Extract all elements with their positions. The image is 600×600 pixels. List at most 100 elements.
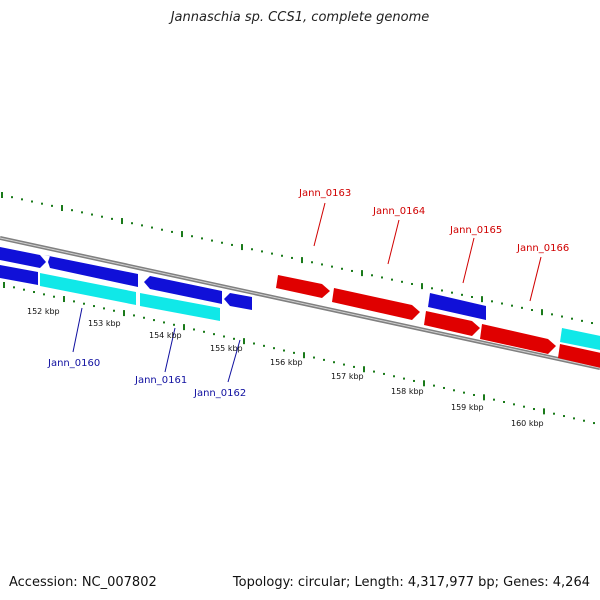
genome-backbone [0,236,600,370]
upper-tick-mark [11,196,13,199]
lower-tick-mark [163,321,165,324]
scale-labels: 152 kbp 153 kbp 154 kbp 155 kbp 156 kbp … [27,307,544,428]
lower-tick-mark [453,389,455,392]
gene-arrow[interactable] [40,273,136,305]
lower-tick-mark [233,337,235,340]
lower-tick-mark [103,307,105,310]
gene-arrow[interactable] [140,293,220,321]
upper-tick-mark [211,239,213,242]
lower-tick-mark [423,380,425,387]
gene-arrow[interactable] [560,328,600,352]
lower-tick-mark [83,302,85,305]
upper-tick-mark [261,250,263,253]
lower-tick-mark [193,328,195,331]
lower-tick-mark [203,330,205,333]
gene-arrow[interactable] [424,311,480,336]
gene-arrow[interactable] [276,275,330,298]
upper-tick-mark [561,315,563,318]
lower-tick-mark [123,310,125,317]
scale-label: 159 kbp [451,403,484,412]
gene-label-jann-0163[interactable]: Jann_0163 [298,188,351,199]
upper-tick-mark [511,304,513,307]
lower-tick-mark [273,347,275,350]
gene-arrow[interactable] [44,255,138,287]
upper-tick-mark [121,218,123,225]
scale-label: 160 kbp [511,419,544,428]
lower-tick-mark [353,365,355,368]
gene-arrow[interactable] [558,344,600,370]
lower-tick-mark [253,342,255,345]
gene-arrow[interactable] [480,324,556,354]
lower-tick-mark [33,291,35,294]
gene-arrow[interactable] [332,288,420,320]
lower-tick-mark [243,338,245,345]
lower-tick-mark [573,417,575,420]
upper-tick-mark [31,200,33,203]
lower-tick-mark [63,296,65,303]
upper-tick-mark [221,241,223,244]
upper-tick-mark [431,287,433,290]
upper-tick-track [1,192,593,325]
upper-tick-mark [271,252,273,255]
lower-tick-mark [43,293,45,296]
upper-tick-mark [381,276,383,279]
upper-tick-mark [341,267,343,270]
gene-label-jann-0161[interactable]: Jann_0161 [134,375,187,386]
gene-label-jann-0160[interactable]: Jann_0160 [47,358,100,369]
lower-tick-mark [583,419,585,422]
lower-tick-mark [463,391,465,394]
lower-tick-mark [323,358,325,361]
upper-tick-mark [151,226,153,229]
lower-tick-mark [303,352,305,359]
upper-tick-mark [401,280,403,283]
scale-label: 152 kbp [27,307,60,316]
lower-tick-mark [73,300,75,303]
upper-tick-mark [541,309,543,316]
gene-arrow[interactable] [144,276,222,304]
upper-tick-mark [101,215,103,218]
gene-label-jann-0164[interactable]: Jann_0164 [372,206,425,217]
gene-arrow[interactable] [224,293,252,310]
upper-tick-mark [471,295,473,298]
lower-tick-mark [93,305,95,308]
lower-tick-mark [213,333,215,336]
upper-tick-mark [451,291,453,294]
lower-tick-mark [133,314,135,317]
upper-tick-mark [321,263,323,266]
upper-tick-mark [231,243,233,246]
gene-arrow[interactable] [0,265,38,285]
upper-tick-mark [171,230,173,233]
lower-tick-mark [543,408,545,415]
gene-label-jann-0162[interactable]: Jann_0162 [193,388,246,399]
upper-tick-mark [1,192,3,198]
lower-tick-mark [383,372,385,375]
accession-text: Accession: NC_007802 [9,575,157,590]
lower-tick-mark [143,316,145,319]
lower-tick-mark [313,356,315,359]
gene-arrow[interactable] [428,293,486,320]
upper-tick-mark [241,244,243,251]
upper-tick-mark [21,198,23,201]
gene-track [0,245,600,370]
gene-label-jann-0166[interactable]: Jann_0166 [516,243,569,254]
lower-tick-mark [593,422,595,425]
lower-tick-mark [513,403,515,406]
upper-tick-mark [281,254,283,257]
upper-tick-mark [361,270,363,277]
upper-tick-mark [371,274,373,277]
lower-tick-mark [403,377,405,380]
upper-tick-mark [351,269,353,272]
lower-tick-mark [23,288,25,291]
gene-arrow[interactable] [0,245,46,268]
lower-tick-mark [173,323,175,326]
lower-tick-mark [183,324,185,331]
gene-label-jann-0165[interactable]: Jann_0165 [449,225,502,236]
lower-tick-mark [493,398,495,401]
lower-tick-mark [503,401,505,403]
scale-label: 156 kbp [270,358,303,367]
lower-tick-mark [3,282,5,288]
lower-tick-mark [13,286,15,289]
upper-tick-mark [581,319,583,322]
upper-tick-mark [521,306,523,309]
lower-tick-mark [523,405,525,408]
